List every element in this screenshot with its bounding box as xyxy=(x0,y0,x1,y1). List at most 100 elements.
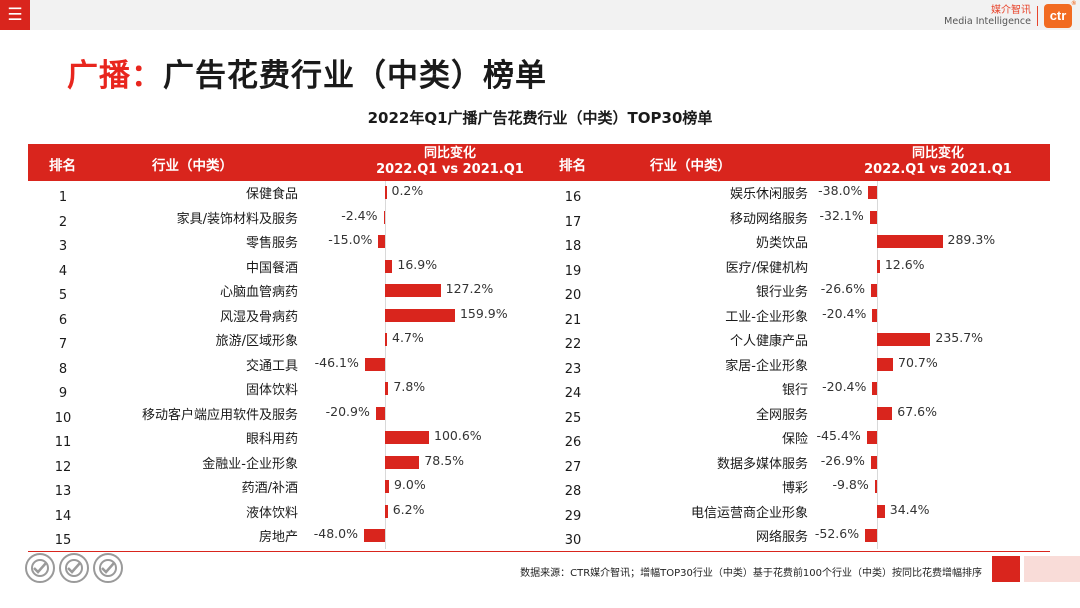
rank-number: 14 xyxy=(54,508,72,524)
change-bar xyxy=(385,308,455,322)
industry-label: 娱乐休闲服务 xyxy=(729,187,808,202)
industry-label: 移动网络服务 xyxy=(729,211,808,227)
page-title: 广播：广告花费行业（中类）榜单 xyxy=(67,50,547,95)
table-row: 1 保健食品 0.2% xyxy=(38,181,538,206)
change-bar xyxy=(874,480,877,493)
change-value-label: 0.2% xyxy=(391,183,424,198)
sgs-seal-icon xyxy=(59,553,89,583)
rank-number: 2 xyxy=(58,214,68,230)
change-bar xyxy=(385,333,388,346)
change-bar xyxy=(866,431,877,444)
change-value-label: -2.4% xyxy=(341,207,378,223)
sgs-seal-icon xyxy=(93,553,123,583)
data-source-note: 数据来源：CTR媒介智讯；增幅TOP30行业（中类）基于花费前100个行业（中类… xyxy=(520,568,982,579)
change-bar xyxy=(385,504,388,518)
change-value-label: -48.0% xyxy=(313,526,358,541)
table-row: 6 风湿及骨病药 159.9% xyxy=(38,304,538,329)
table-row: 21 工业-企业形象 -20.4% xyxy=(548,304,1048,329)
change-bar xyxy=(375,406,385,420)
change-value-label: 12.6% xyxy=(884,256,925,272)
change-value-label: 4.7% xyxy=(392,330,424,345)
change-bar xyxy=(385,259,393,273)
table-row: 27 数据多媒体服务 -26.9% xyxy=(548,451,1048,476)
change-bar xyxy=(872,308,877,322)
industry-label: 保健食品 xyxy=(245,187,298,202)
rank-number: 18 xyxy=(564,239,582,254)
change-bar xyxy=(385,382,389,395)
change-value-label: 9.0% xyxy=(393,477,426,492)
rank-number: 15 xyxy=(54,533,72,548)
rank-number: 13 xyxy=(54,484,72,499)
rank-number: 21 xyxy=(564,312,582,328)
industry-label: 银行业务 xyxy=(755,285,808,300)
change-value-label: 127.2% xyxy=(445,281,494,296)
industry-label: 移动客户端应用软件及服务 xyxy=(141,407,298,423)
change-value-label: -38.0% xyxy=(818,183,863,198)
change-value-label: -20.4% xyxy=(822,379,867,394)
footer-pink-block xyxy=(1024,556,1080,582)
header-change-period-right: 2022.Q1 vs 2021.Q1 xyxy=(864,162,1012,177)
rank-number: 27 xyxy=(564,459,582,475)
table-row: 14 液体饮料 6.2% xyxy=(38,500,538,525)
change-bar xyxy=(869,210,877,224)
footer-red-block xyxy=(992,556,1020,582)
change-value-label: 67.6% xyxy=(897,403,938,419)
sgs-seal-icon xyxy=(25,553,55,583)
industry-label: 家居-企业形象 xyxy=(725,358,808,374)
industry-label: 固体饮料 xyxy=(245,383,298,398)
header-change-period-left: 2022.Q1 vs 2021.Q1 xyxy=(376,162,524,177)
header-industry-right: 行业（中类） xyxy=(650,158,731,174)
table-row: 30 网络服务 -52.6% xyxy=(548,524,1048,549)
registered-mark: ® xyxy=(1071,1,1076,7)
change-bar xyxy=(877,235,943,248)
change-bar xyxy=(877,406,893,420)
chart-title: 2022年Q1广播广告花费行业（中类）TOP30榜单 xyxy=(367,109,713,127)
menu-icon[interactable]: ☰ xyxy=(0,0,30,30)
industry-label: 家具/装饰材料及服务 xyxy=(176,211,298,227)
industry-label: 银行 xyxy=(781,383,808,398)
change-value-label: -52.6% xyxy=(814,526,860,541)
industry-label: 工业-企业形象 xyxy=(725,309,808,325)
rank-number: 4 xyxy=(58,263,68,279)
brand: 媒介智讯 Media Intelligence ctr ® xyxy=(944,1,1076,29)
change-bar xyxy=(868,186,877,199)
industry-label: 液体饮料 xyxy=(245,505,298,521)
change-value-label: -26.9% xyxy=(820,452,865,468)
footer-rule xyxy=(28,551,1050,552)
change-bar xyxy=(378,235,385,248)
change-bar xyxy=(385,455,420,469)
change-value-label: 78.5% xyxy=(424,452,465,468)
rank-number: 22 xyxy=(564,337,582,352)
rank-number: 26 xyxy=(564,435,582,450)
change-value-label: -20.4% xyxy=(822,305,867,321)
page-title-accent: 广播： xyxy=(67,58,163,94)
rank-number: 25 xyxy=(564,410,582,426)
industry-label: 金融业-企业形象 xyxy=(202,456,298,472)
header-change-left: 同比变化 2022.Q1 vs 2021.Q1 xyxy=(343,146,557,178)
header-industry-left: 行业（中类） xyxy=(152,158,233,174)
industry-label: 个人健康产品 xyxy=(729,334,808,349)
rank-number: 17 xyxy=(564,214,582,230)
industry-label: 奶类饮品 xyxy=(755,236,808,251)
industry-label: 电信运营商企业形象 xyxy=(690,505,808,521)
rank-number: 11 xyxy=(54,435,72,450)
table-row: 2 家具/装饰材料及服务 -2.4% xyxy=(38,206,538,231)
industry-label: 眼科用药 xyxy=(245,432,298,447)
change-bar xyxy=(364,529,385,542)
header-rank-left: 排名 xyxy=(49,158,76,174)
rank-number: 3 xyxy=(58,239,68,254)
change-bar xyxy=(385,284,441,297)
change-bar xyxy=(877,333,931,346)
table-row: 28 博彩 -9.8% xyxy=(548,475,1048,500)
table-row: 18 奶类饮品 289.3% xyxy=(548,230,1048,255)
change-bar xyxy=(865,529,877,542)
rank-number: 1 xyxy=(58,190,68,205)
brand-logo-text: ctr xyxy=(1049,8,1067,23)
table-row: 29 电信运营商企业形象 34.4% xyxy=(548,500,1048,525)
rank-number: 29 xyxy=(564,508,582,524)
rank-number: 9 xyxy=(58,386,68,401)
change-bar xyxy=(385,431,429,444)
change-value-label: 159.9% xyxy=(459,305,508,321)
change-value-label: 34.4% xyxy=(889,501,930,517)
table-row: 7 旅游/区域形象 4.7% xyxy=(38,328,538,353)
